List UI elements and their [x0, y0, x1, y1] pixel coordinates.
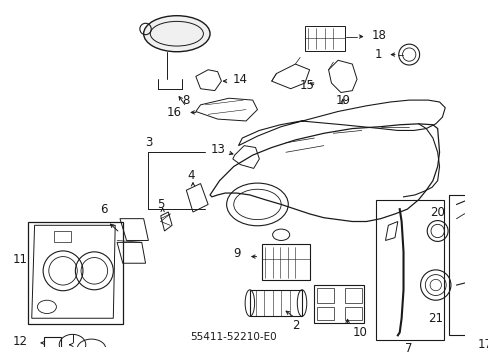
Text: 12: 12: [13, 336, 28, 348]
Bar: [344, 307, 361, 320]
Text: 16: 16: [166, 106, 181, 119]
Bar: [344, 288, 361, 303]
Text: 9: 9: [232, 247, 240, 260]
Bar: [314, 285, 363, 323]
Text: 7: 7: [405, 342, 412, 355]
Bar: [317, 288, 334, 303]
Bar: [304, 26, 344, 51]
Bar: [317, 307, 334, 320]
Bar: [28, 221, 122, 324]
Text: 3: 3: [144, 136, 152, 149]
Bar: [54, 231, 70, 242]
Bar: [44, 337, 61, 352]
Text: 6: 6: [100, 203, 107, 216]
Bar: [375, 200, 444, 340]
Text: 20: 20: [429, 206, 444, 219]
Bar: [249, 290, 302, 316]
Text: 55411-52210-E0: 55411-52210-E0: [190, 332, 277, 342]
Text: 5: 5: [157, 198, 164, 211]
Text: 21: 21: [427, 312, 442, 325]
Text: 17: 17: [477, 338, 488, 351]
Text: 15: 15: [299, 80, 314, 93]
Text: 13: 13: [210, 143, 224, 156]
Text: 18: 18: [371, 29, 386, 42]
Text: 10: 10: [352, 326, 366, 339]
Text: 19: 19: [335, 94, 349, 107]
Bar: [448, 195, 488, 335]
Text: 8: 8: [183, 94, 190, 107]
Text: 4: 4: [187, 170, 194, 183]
Ellipse shape: [143, 16, 210, 52]
Bar: [262, 244, 309, 280]
Text: 1: 1: [374, 48, 382, 61]
Text: 2: 2: [291, 319, 299, 332]
Text: 14: 14: [232, 73, 247, 86]
Text: 11: 11: [13, 253, 28, 266]
